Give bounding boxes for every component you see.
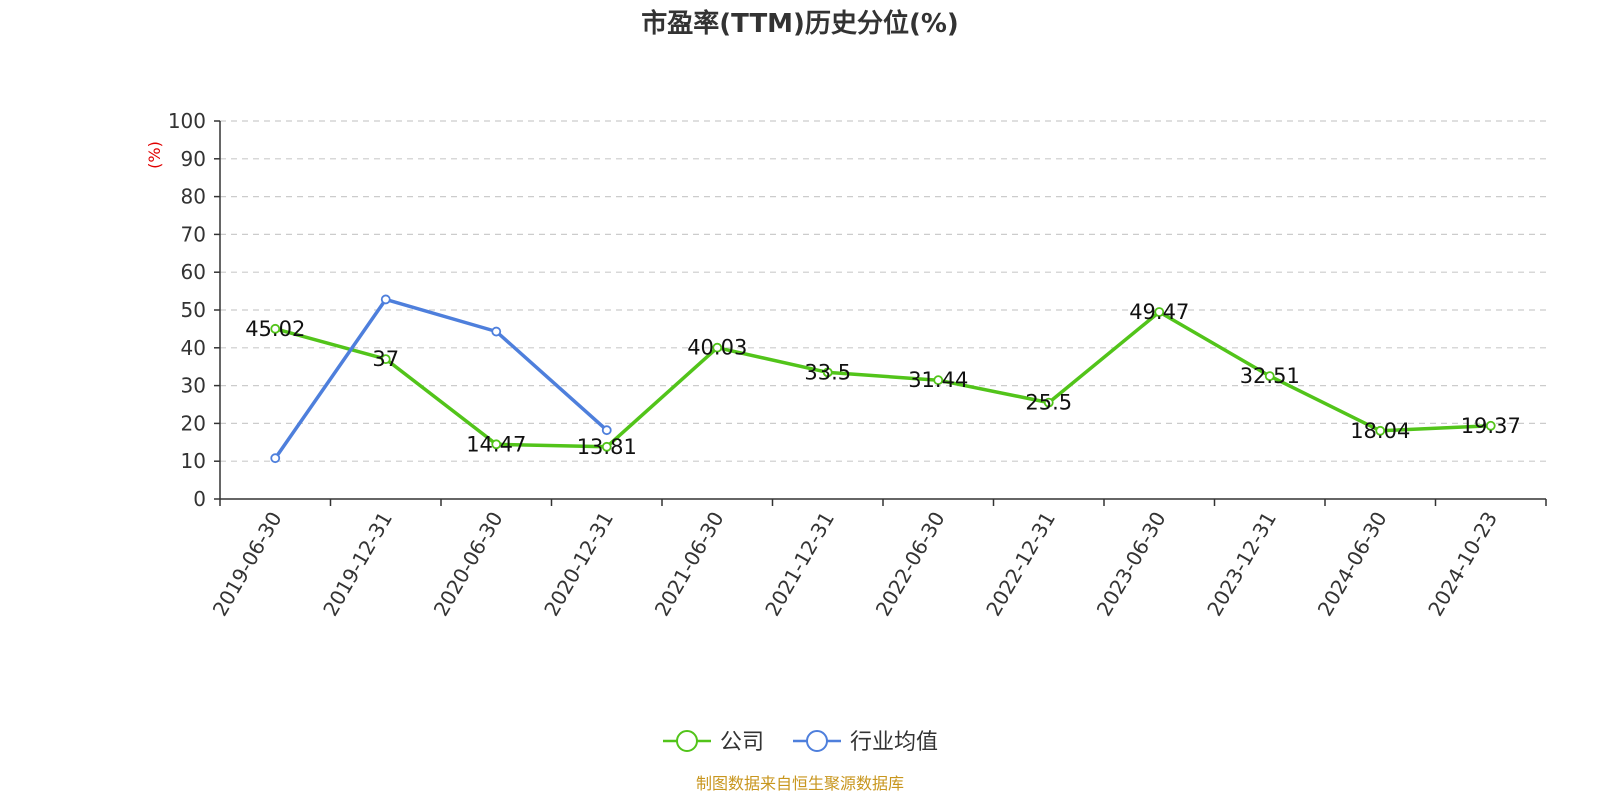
y-axis-unit-label: (%)	[145, 141, 164, 169]
x-tick-label: 2024-06-30	[1313, 508, 1392, 621]
data-point[interactable]	[1043, 397, 1054, 408]
data-label: 40.03	[687, 336, 747, 360]
series-company	[270, 307, 1496, 452]
data-point[interactable]	[491, 326, 502, 337]
x-tick-label: 2023-12-31	[1202, 508, 1281, 621]
y-tick-label: 50	[181, 298, 206, 322]
data-point[interactable]	[601, 441, 612, 452]
x-tick-label: 2022-12-31	[981, 508, 1060, 621]
grid-lines	[220, 120, 1546, 462]
data-label: 45.02	[245, 317, 305, 341]
source-note: 制图数据来自恒生聚源数据库	[696, 774, 904, 793]
x-tick-label: 2023-06-30	[1092, 508, 1171, 621]
x-tick-label: 2022-06-30	[871, 508, 950, 621]
data-point[interactable]	[270, 323, 281, 334]
data-label: 19.37	[1461, 414, 1521, 438]
y-tick-label: 100	[168, 109, 206, 133]
y-tick-label: 40	[181, 336, 206, 360]
chart-title: 市盈率(TTM)历史分位(%)	[641, 8, 959, 39]
legend-circle-marker	[676, 730, 698, 752]
x-tick-label: 2024-10-23	[1423, 508, 1502, 621]
data-point[interactable]	[822, 367, 833, 378]
series-layer	[270, 294, 1496, 464]
data-label: 37	[372, 347, 399, 371]
y-tick-label: 60	[181, 260, 206, 284]
y-axis-ticks: 0 10 20 30 40 50 60 70 80 90 100	[168, 109, 220, 511]
data-point[interactable]	[491, 439, 502, 450]
y-tick-label: 30	[181, 374, 206, 398]
legend-label: 行业均值	[850, 730, 938, 755]
data-point[interactable]	[380, 354, 391, 365]
x-tick-label: 2021-12-31	[760, 508, 839, 621]
data-point[interactable]	[1264, 371, 1275, 382]
data-label: 32.51	[1240, 364, 1300, 388]
data-label: 13.81	[577, 435, 637, 459]
y-tick-label: 20	[181, 411, 206, 435]
x-tick-label: 2019-06-30	[208, 508, 287, 621]
data-label: 33.5	[804, 360, 851, 384]
x-tick-label: 2021-06-30	[650, 508, 729, 621]
x-tick-label: 2019-12-31	[318, 508, 397, 621]
y-tick-label: 80	[181, 185, 206, 209]
y-tick-label: 0	[193, 487, 206, 511]
data-label: 14.47	[466, 432, 526, 456]
legend-label: 公司	[720, 730, 764, 755]
data-label: 25.5	[1025, 391, 1072, 415]
data-point[interactable]	[933, 375, 944, 386]
y-tick-label: 10	[181, 449, 206, 473]
legend[interactable]: 公司 行业均值	[663, 730, 938, 755]
x-tick-label: 2020-06-30	[429, 508, 508, 621]
series-line	[273, 297, 608, 460]
x-axis-ticks: 2019-06-30 2019-12-31 2020-06-30 2020-12-31…	[208, 499, 1547, 621]
data-point[interactable]	[1154, 307, 1165, 317]
series-industry-average	[270, 294, 612, 464]
data-label: 18.04	[1350, 419, 1410, 443]
data-point[interactable]	[601, 425, 612, 436]
data-point[interactable]	[380, 294, 391, 305]
series-line	[274, 310, 1491, 449]
legend-item-company[interactable]: 公司	[663, 730, 764, 755]
data-labels: 45.02 37 14.47 13.81 40.03 33.5 31.44 25.5 49.47…	[245, 300, 1521, 459]
y-tick-label: 90	[181, 147, 206, 171]
y-tick-label: 70	[181, 222, 206, 246]
legend-item-industry-average[interactable]: 行业均值	[793, 730, 938, 755]
data-point[interactable]	[1485, 420, 1496, 431]
data-label: 31.44	[908, 368, 968, 392]
x-tick-label: 2020-12-31	[539, 508, 618, 621]
data-label: 49.47	[1129, 300, 1189, 324]
legend-circle-marker	[806, 730, 828, 752]
data-point[interactable]	[1375, 425, 1386, 436]
data-point[interactable]	[712, 342, 723, 353]
data-point[interactable]	[270, 453, 281, 464]
